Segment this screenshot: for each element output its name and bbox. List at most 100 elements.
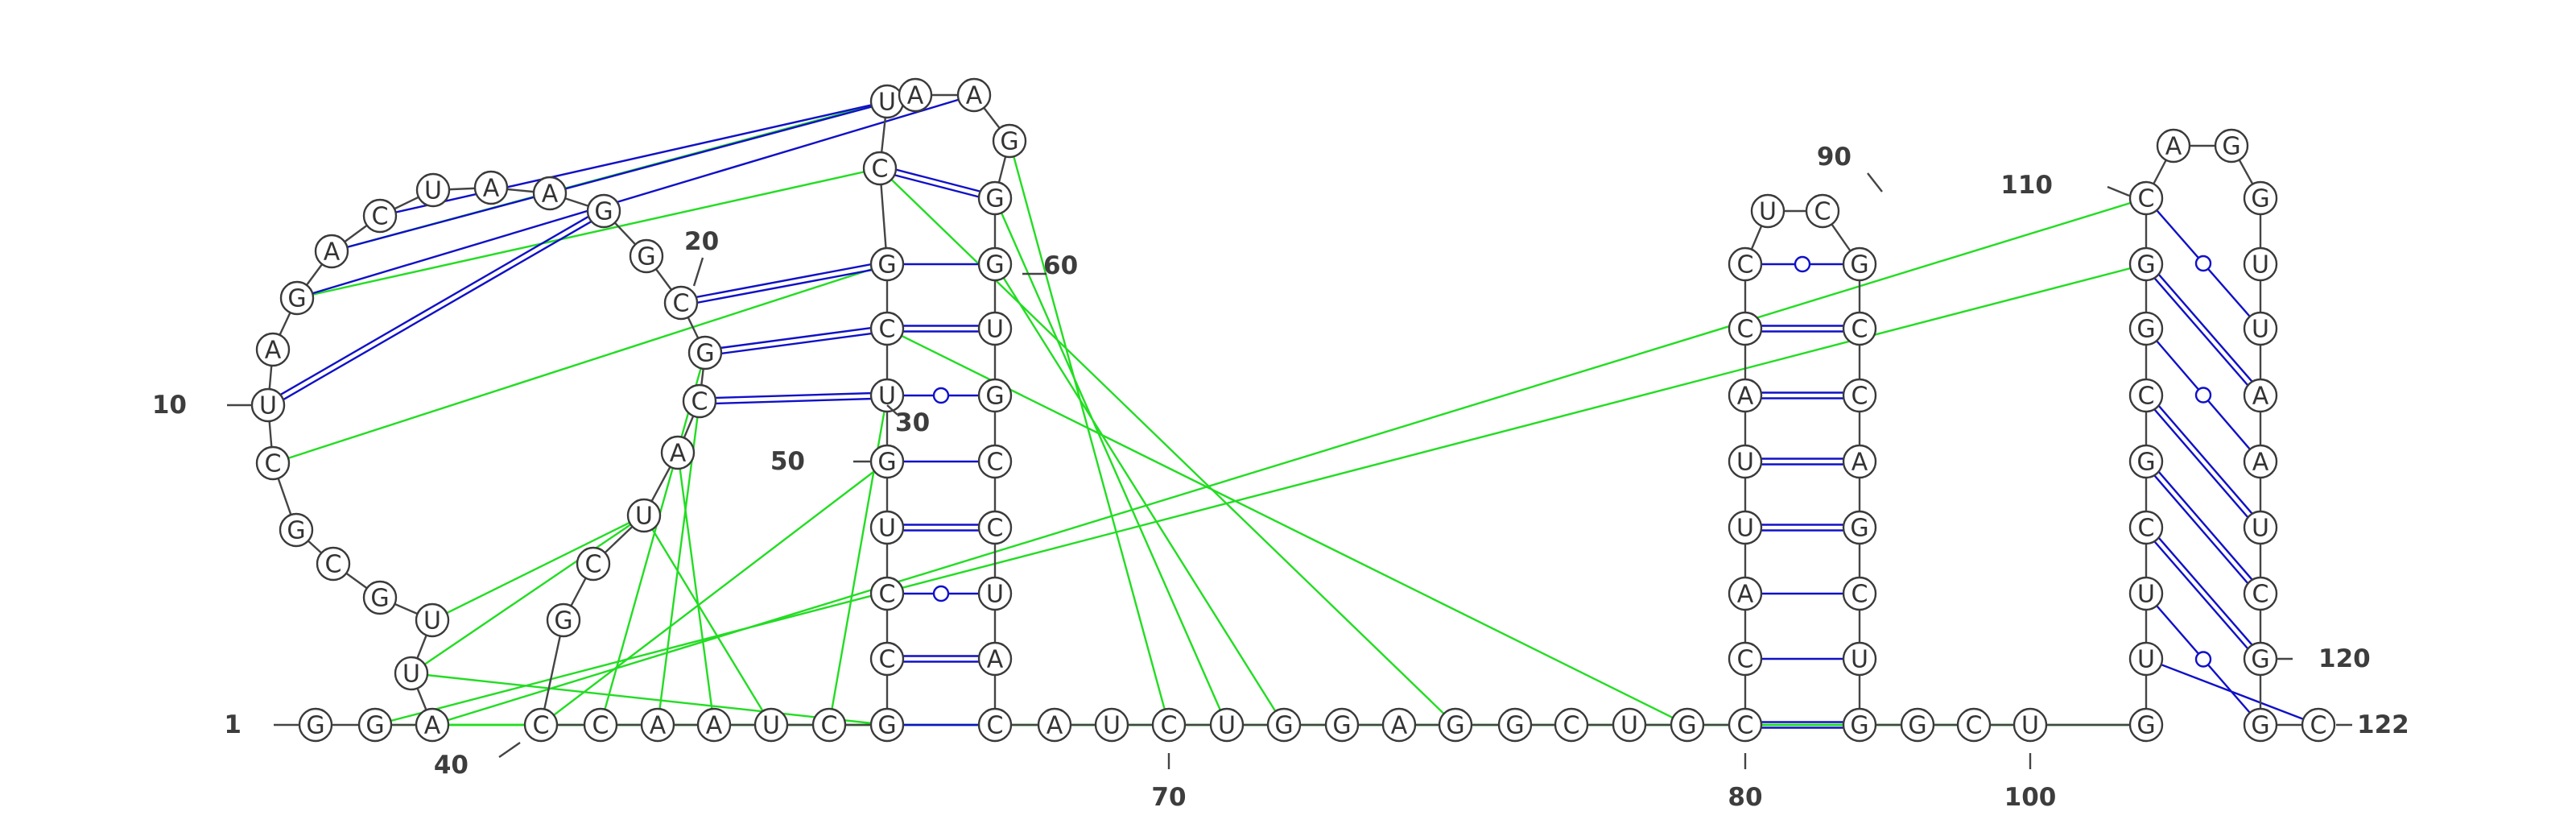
nucleotide: C xyxy=(2301,707,2336,743)
base-pair-line xyxy=(705,330,888,357)
nucleotide-circle xyxy=(977,444,1013,479)
nucleotide-letter: C xyxy=(265,450,282,478)
nucleotide-letter: U xyxy=(424,177,442,205)
nucleotide: G xyxy=(2243,641,2278,677)
nucleotide-circle xyxy=(1728,641,1763,677)
nucleotide: A xyxy=(2156,128,2191,164)
nucleotide-circle xyxy=(2128,180,2164,216)
nucleotide-letter: C xyxy=(1852,316,1868,344)
nucleotide-circle xyxy=(869,707,905,743)
base-pair-line xyxy=(681,266,888,307)
nucleotide-letter: U xyxy=(635,503,653,531)
nucleotide: U xyxy=(1094,707,1129,743)
tertiary-interaction-line xyxy=(828,395,889,726)
nucleotide-letter: U xyxy=(1736,449,1754,477)
nucleotide-letter: U xyxy=(2252,316,2269,344)
nucleotide: G xyxy=(869,444,905,479)
nucleotide: G xyxy=(2128,444,2164,479)
nucleotide-circle xyxy=(415,172,451,208)
nucleotide: C xyxy=(2128,180,2164,216)
nucleotide: C xyxy=(977,444,1013,479)
nucleotide: C xyxy=(862,151,898,186)
nucleotide-letter: G xyxy=(306,712,324,740)
nucleotide-circle xyxy=(2243,311,2278,346)
nucleotide-letter: G xyxy=(1850,515,1868,543)
nucleotide-circle xyxy=(977,576,1013,611)
nucleotide-letter: G xyxy=(2251,646,2269,674)
nucleotide-number-label: 70 xyxy=(1151,783,1186,812)
nucleotide: G xyxy=(2214,128,2249,164)
nucleotide-letter: U xyxy=(878,383,896,411)
nucleotide-letter: A xyxy=(265,337,282,365)
nucleotide-circle xyxy=(1670,707,1705,743)
number-tick xyxy=(692,257,704,287)
nucleotide-circle xyxy=(1094,707,1129,743)
nucleotide-letter: C xyxy=(1161,712,1178,740)
base-pairs xyxy=(266,93,2319,729)
nucleotide: G xyxy=(1842,707,1877,743)
nucleotide-letter: U xyxy=(2137,646,2155,674)
nucleotide-circle xyxy=(2128,576,2164,611)
tertiary-interaction-line xyxy=(411,672,888,727)
base-pair-line xyxy=(880,164,997,197)
nucleotide: C xyxy=(1842,311,1877,346)
nucleotide-letter: C xyxy=(1737,251,1754,279)
nucleotide-circle xyxy=(1900,707,1935,743)
nucleotide-letter: G xyxy=(2136,251,2155,279)
nucleotide-number-label: 120 xyxy=(2318,644,2371,673)
nucleotide: C xyxy=(1842,378,1877,413)
nucleotide-circle xyxy=(279,512,314,548)
nucleotide: G xyxy=(1438,707,1473,743)
nucleotide-circle xyxy=(663,285,699,321)
nucleotide-circle xyxy=(1266,707,1302,743)
nucleotide-number-label: 60 xyxy=(1043,251,1078,280)
nucleotide-circle xyxy=(2013,707,2048,743)
base-pair-line xyxy=(2147,524,2264,658)
number-tick xyxy=(498,742,521,758)
nucleotide-circle xyxy=(626,498,662,533)
nucleotide-letter: A xyxy=(424,712,441,740)
nucleotide: U xyxy=(977,576,1013,611)
nucleotide-letter: U xyxy=(2137,581,2155,609)
tertiary-interaction-line xyxy=(993,263,1286,726)
nucleotide-letter: G xyxy=(985,185,1004,213)
nucleotide-circle xyxy=(2128,641,2164,677)
nucleotide: G xyxy=(977,246,1013,282)
nucleotide-letter: G xyxy=(2136,712,2155,740)
nucleotide-circle xyxy=(2243,707,2278,743)
nucleotide: C xyxy=(1728,311,1763,346)
nucleotide-circle xyxy=(682,383,717,419)
nucleotide-letter: U xyxy=(259,392,277,420)
nucleotide-circle xyxy=(1842,444,1877,479)
nucleotide-circle xyxy=(977,378,1013,413)
nucleotide: A xyxy=(1728,576,1763,611)
nucleotide-letter: A xyxy=(1391,712,1408,740)
nucleotide-letter: G xyxy=(287,517,305,545)
base-pair-line xyxy=(269,212,606,409)
nucleotide: U xyxy=(869,510,905,545)
nucleotide-circle xyxy=(1842,510,1877,545)
nucleotide-circle xyxy=(2156,128,2191,164)
tertiary-interaction-line xyxy=(296,167,881,300)
nucleotide: A xyxy=(2243,444,2278,479)
tertiary-interaction-line xyxy=(879,168,1456,726)
nucleotide: C xyxy=(1728,641,1763,677)
nucleotide-letter: G xyxy=(1678,712,1696,740)
nucleotide-letter: A xyxy=(670,440,687,468)
nucleotide: G xyxy=(1497,707,1533,743)
nucleotide-circle xyxy=(394,656,429,691)
nucleotide-circle xyxy=(2243,378,2278,413)
nucleotide-circle xyxy=(255,445,291,481)
nucleotide-circle xyxy=(869,641,905,677)
nucleotide: G xyxy=(357,707,393,743)
nucleotide-circle xyxy=(1805,193,1840,229)
nucleotide-letter: G xyxy=(1000,128,1018,156)
nucleotide: C xyxy=(977,707,1013,743)
nucleotide-letter: G xyxy=(2222,133,2240,161)
nucleotide: G xyxy=(1900,707,1935,743)
nucleotide: G xyxy=(2243,707,2278,743)
nucleotide: C xyxy=(583,707,618,743)
nucleotide-letter: A xyxy=(483,175,500,203)
